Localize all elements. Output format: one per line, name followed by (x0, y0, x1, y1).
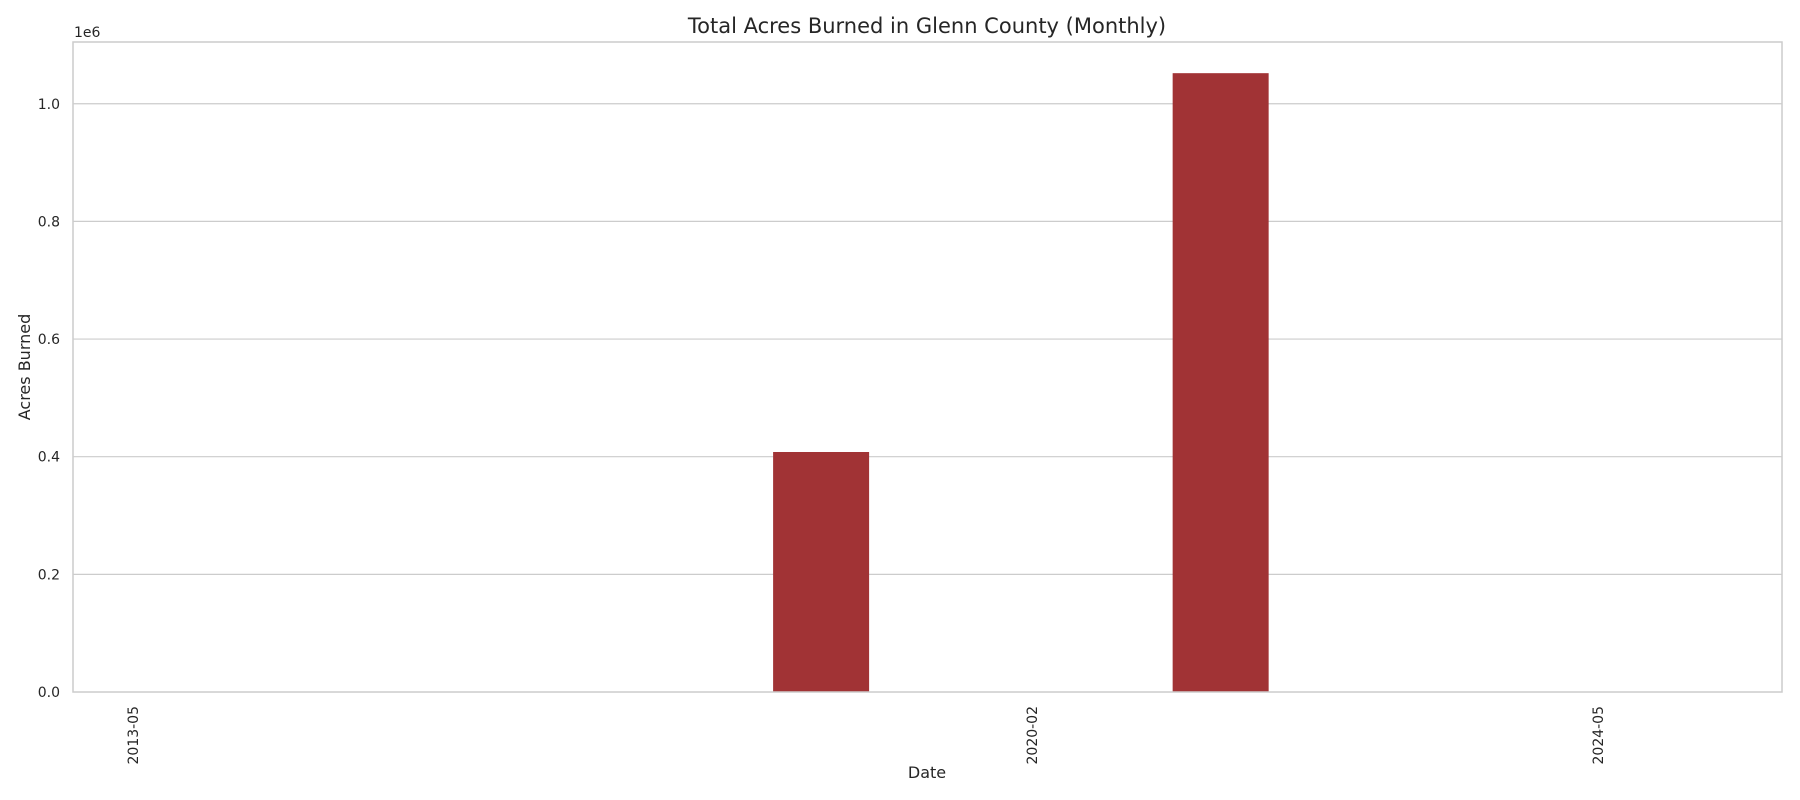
y-tick-label: 0.4 (38, 450, 60, 466)
y-tick-label: 0.0 (38, 685, 60, 701)
x-axis-label: Date (908, 763, 946, 782)
bar-2018-07 (773, 452, 870, 692)
y-tick-label: 1.0 (38, 97, 60, 113)
bar-2021-07 (1172, 73, 1269, 693)
y-tick-label: 0.8 (38, 214, 60, 230)
x-axis-ticks: 2013-05 2020-02 2024-05 (126, 706, 1607, 765)
x-tick-label: 2020-02 (1025, 706, 1041, 765)
y-axis-ticks: 0.0 0.2 0.4 0.6 0.8 1.0 (38, 97, 60, 701)
x-tick-label: 2013-05 (126, 706, 142, 765)
y-offset-label: 1e6 (74, 25, 101, 41)
plot-area-frame (72, 41, 1783, 693)
y-tick-label: 0.2 (38, 567, 60, 583)
x-tick-label: 2024-05 (1591, 706, 1607, 765)
grid-lines (73, 103, 1782, 575)
chart-title: Total Acres Burned in Glenn County (Mont… (687, 14, 1166, 38)
bars (773, 73, 1269, 693)
y-tick-label: 0.6 (38, 332, 60, 348)
y-axis-label: Acres Burned (15, 314, 34, 421)
